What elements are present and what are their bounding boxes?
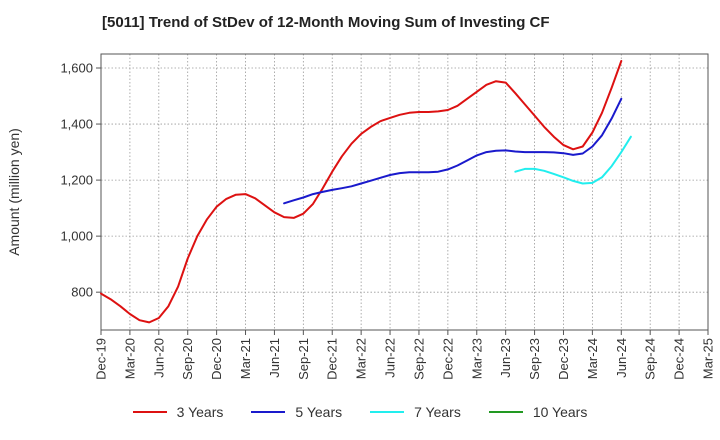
legend-item: 3 Years [132,404,224,420]
legend-item: 7 Years [370,404,461,420]
chart-title: [5011] Trend of StDev of 12-Month Moving… [102,14,550,31]
x-tick-label: Jun-20 [151,338,166,378]
x-tick-label: Mar-24 [585,338,600,379]
legend-label: 5 Years [295,404,343,420]
legend-item: 10 Years [488,404,588,420]
legend-swatch [132,411,167,413]
x-tick-label: Jun-23 [498,338,513,378]
x-tick-label: Dec-20 [209,338,224,380]
x-tick-label: Mar-25 [701,338,716,379]
y-tick-label: 800 [71,285,93,300]
y-axis-label: Amount (million yen) [6,128,22,256]
series-line-5-years [283,97,623,205]
x-tick-label: Jun-22 [383,338,398,378]
legend: 3 Years 5 Years 7 Years 10 Years [0,404,720,420]
x-tick-label: Dec-24 [672,338,687,380]
series-line-7-years [514,135,632,185]
legend-swatch [251,411,286,413]
legend-swatch [370,411,405,413]
x-tick-label: Sep-24 [643,338,658,380]
x-tick-label: Sep-20 [180,338,195,380]
x-tick-label: Jun-24 [614,338,629,378]
x-tick-label: Jun-21 [267,338,282,378]
legend-swatch [488,411,523,413]
y-tick-label: 1,200 [60,173,93,188]
x-tick-label: Dec-21 [325,338,340,380]
x-tick-label: Sep-21 [296,338,311,380]
x-tick-label: Dec-23 [556,338,571,380]
series-line-3-years [100,60,623,324]
legend-label: 10 Years [532,404,588,420]
y-tick-label: 1,600 [60,61,93,76]
x-tick-label: Dec-19 [94,338,109,380]
legend-item: 5 Years [251,404,342,420]
legend-label: 7 Years [414,404,461,420]
x-tick-label: Dec-22 [440,338,455,380]
legend-label: 3 Years [176,404,224,420]
plot-area [101,54,708,330]
x-tick-label: Mar-23 [469,338,484,379]
x-tick-label: Sep-22 [411,338,426,380]
x-tick-label: Mar-21 [238,338,253,379]
x-tick-label: Sep-23 [527,338,542,380]
plot-frame [100,53,709,331]
y-tick-label: 1,400 [60,117,93,132]
x-tick-label: Mar-20 [122,338,137,379]
y-tick-label: 1,000 [60,229,93,244]
x-tick-label: Mar-22 [354,338,369,379]
